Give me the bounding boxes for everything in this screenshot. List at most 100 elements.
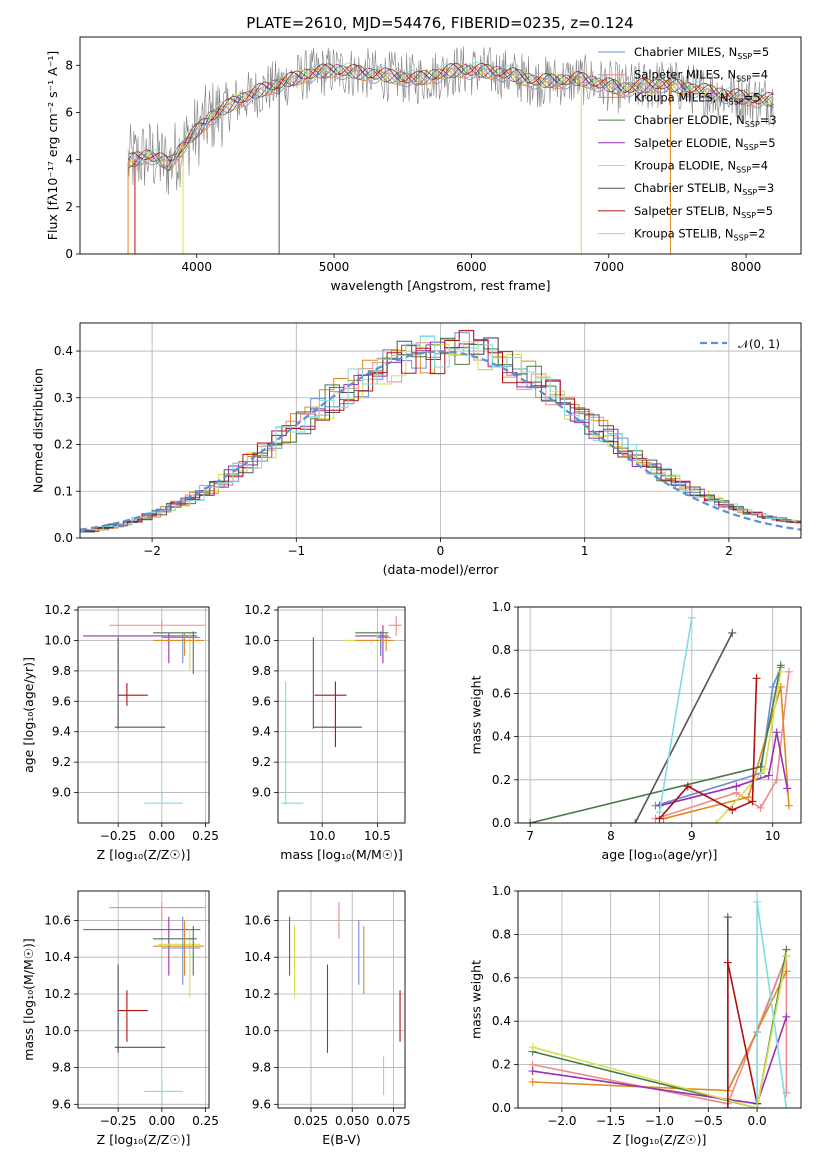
x-tick-label: 0.050 <box>335 1114 369 1128</box>
y-tick-label: 10.2 <box>44 987 71 1001</box>
legend-entry: Chabrier STELIB, NSSP=3 <box>634 181 774 197</box>
y-tick-label: 9.8 <box>252 664 271 678</box>
y-tick-label: 0.4 <box>54 344 73 358</box>
chart-panel-1: −2 −1 0 1 2 0.0 0.1 0.2 0.3 0.4 (data-model)/error… <box>30 322 802 577</box>
y-tick-label: 10.0 <box>44 1024 71 1038</box>
model-spectrum-line <box>127 67 774 168</box>
axes: −2.0 −1.5 −1.0 −0.5 0.0 0.0 0.2 0.4 0.6 0.8 1.0 <box>492 884 767 1128</box>
chart-panel-5: −0.25 0.00 0.25 9.6 9.8 10.0 10.2 10.4 10.6 Z [lo… <box>21 890 219 1147</box>
legend-entry: Salpeter STELIB, NSSP=5 <box>634 204 773 220</box>
chart-panel-3: 10.0 10.5 9.0 9.2 9.4 9.6 9.8 10.0 10.2 mass [log… <box>244 603 406 862</box>
plot-area <box>127 46 774 254</box>
x-tick-label: 0.25 <box>192 1114 219 1128</box>
x-tick-label: −1.0 <box>645 1114 674 1128</box>
x-tick-label: 0.025 <box>294 1114 328 1128</box>
axes: 10.0 10.5 9.0 9.2 9.4 9.6 9.8 10.0 10.2 <box>244 603 390 843</box>
y-tick-label: 9.4 <box>252 725 271 739</box>
x-tick-label: 8000 <box>731 260 762 274</box>
x-tick-label: −1.5 <box>596 1114 625 1128</box>
x-tick-label: 0.00 <box>148 829 175 843</box>
legend-value: =5 <box>756 204 773 218</box>
series-line <box>532 949 788 1108</box>
x-tick-label: 0.00 <box>148 1114 175 1128</box>
series-line <box>756 901 788 1108</box>
x-tick-label: 0.0 <box>748 1114 767 1128</box>
x-tick-label: 9 <box>688 829 696 843</box>
x-tick-label: −0.25 <box>100 829 137 843</box>
x-axis-label: E(B-V) <box>322 1132 361 1147</box>
axes: 7 8 9 10 0.0 0.2 0.4 0.6 0.8 1.0 <box>492 600 780 843</box>
histogram-step-line <box>88 343 801 531</box>
x-axis-label: (data-model)/error <box>383 562 500 577</box>
y-tick-label: 9.0 <box>252 786 271 800</box>
series-line <box>658 617 693 813</box>
series-line <box>655 667 782 807</box>
y-tick-label: 0.4 <box>492 1014 511 1028</box>
y-tick-label: 0.0 <box>492 816 511 830</box>
y-axis-label: mass [log₁₀(M/M☉)] <box>21 938 36 1060</box>
y-tick-label: 10.2 <box>244 603 271 617</box>
axes-frame <box>77 606 210 824</box>
y-tick-label: 9.0 <box>52 786 71 800</box>
normal-pdf-curve <box>80 350 801 531</box>
axes-frame <box>517 606 802 824</box>
legend-entry: Salpeter ELODIE, NSSP=5 <box>634 136 776 152</box>
legend-subscript: SSP <box>736 75 751 84</box>
y-tick-label: 0.1 <box>54 484 73 498</box>
x-tick-label: 4000 <box>181 260 212 274</box>
x-tick-label: 7 <box>526 829 534 843</box>
y-tick-label: 10.6 <box>44 913 71 927</box>
y-tick-label: 10.2 <box>244 987 271 1001</box>
y-tick-label: 10.4 <box>244 950 271 964</box>
axes: −0.25 0.00 0.25 9.6 9.8 10.0 10.2 10.4 10.6 <box>44 913 219 1128</box>
x-tick-label: −2 <box>143 544 161 558</box>
y-tick-label: 10.0 <box>244 633 271 647</box>
legend-subscript: SSP <box>745 120 760 129</box>
y-tick-label: 0.8 <box>492 927 511 941</box>
axes: −2 −1 0 1 2 0.0 0.1 0.2 0.3 0.4 <box>54 344 733 558</box>
plot-area <box>288 902 401 1096</box>
y-tick-label: 0.6 <box>492 971 511 985</box>
series-line <box>532 955 788 1108</box>
y-axis-label: Flux [fλ10⁻¹⁷ erg cm⁻² s⁻¹ A⁻¹] <box>45 51 60 240</box>
y-tick-label: 9.6 <box>252 1097 271 1111</box>
model-spectrum-line <box>127 61 774 167</box>
axes: 4000 5000 6000 7000 8000 0 2 4 6 8 <box>65 58 761 274</box>
axes: 0.025 0.050 0.075 9.6 9.8 10.0 10.2 10.4 10.6 <box>244 913 410 1128</box>
histogram-step-line <box>88 336 801 530</box>
model-spectrum-line <box>128 64 774 168</box>
x-tick-label: 0 <box>437 544 445 558</box>
y-tick-label: 9.8 <box>52 664 71 678</box>
x-tick-label: 6000 <box>456 260 487 274</box>
y-tick-label: 4 <box>65 153 73 167</box>
y-axis-label: Normed distribution <box>30 368 45 493</box>
x-axis-label: wavelength [Angstrom, rest frame] <box>330 278 550 293</box>
legend-value: =5 <box>752 45 769 59</box>
y-tick-label: 0.4 <box>492 730 511 744</box>
plot-area <box>80 329 801 533</box>
x-axis-label: Z [log₁₀(Z/Z☉)] <box>97 1132 191 1147</box>
x-axis-label: mass [log₁₀(M/M☉)] <box>280 847 402 862</box>
chart-panel-0: 4000 5000 6000 7000 8000 0 2 4 6 8 wavelength [Ang… <box>45 36 802 293</box>
model-spectrum-line <box>127 62 774 162</box>
y-tick-label: 9.2 <box>52 755 71 769</box>
y-tick-label: 9.2 <box>252 755 271 769</box>
axes: −0.25 0.00 0.25 9.0 9.2 9.4 9.6 9.8 10.0 10.2 <box>44 603 219 843</box>
legend-entry: Kroupa ELODIE, NSSP=4 <box>634 159 768 175</box>
x-tick-label: 0.25 <box>192 829 219 843</box>
chart-panel-6: 0.025 0.050 0.075 9.6 9.8 10.0 10.2 10.4 10.6 E(B… <box>244 890 411 1147</box>
legend-subscript: SSP <box>736 166 751 175</box>
y-tick-label: 0 <box>65 247 73 261</box>
y-tick-label: 10.0 <box>44 633 71 647</box>
chart-panel-4: 7 8 9 10 0.0 0.2 0.4 0.6 0.8 1.0 age [log₁₀(age/yr… <box>468 600 802 862</box>
y-tick-label: 0.2 <box>54 438 73 452</box>
x-tick-label: 0.075 <box>376 1114 410 1128</box>
legend-entry: Chabrier MILES, NSSP=5 <box>634 45 769 61</box>
x-tick-label: 10.0 <box>309 829 336 843</box>
chart-panel-7: −2.0 −1.5 −1.0 −0.5 0.0 0.0 0.2 0.4 0.6 0.8 1.0 Z [… <box>468 884 802 1147</box>
y-tick-label: 10.2 <box>44 603 71 617</box>
x-tick-label: −2.0 <box>547 1114 576 1128</box>
plot-area <box>528 897 791 1108</box>
x-tick-label: 8 <box>607 829 615 843</box>
